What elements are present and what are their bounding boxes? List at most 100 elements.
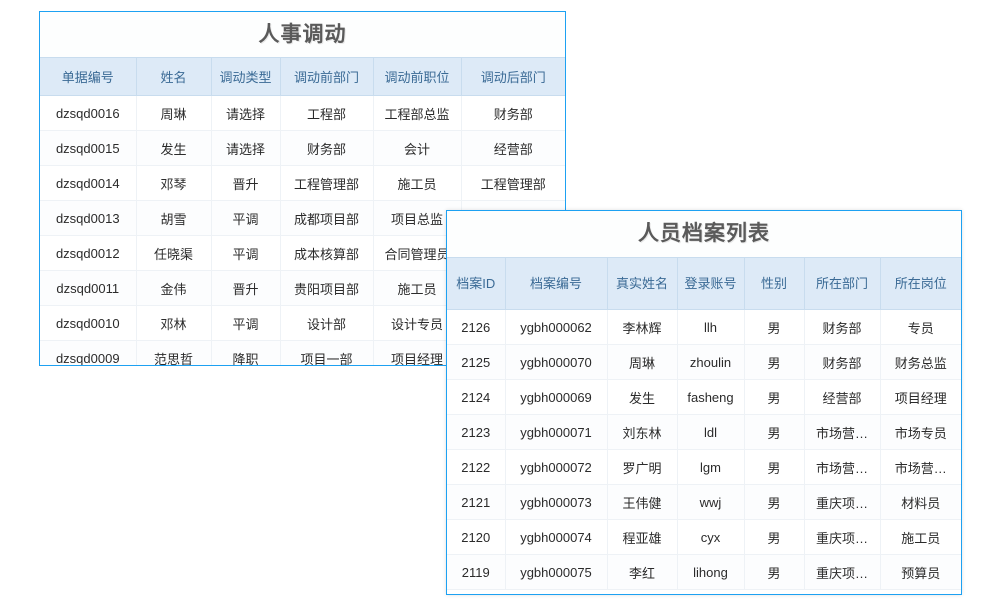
column-header-archive-no[interactable]: 档案编号 [505,257,608,310]
cell-doc-no[interactable]: dzsqd0012 [40,235,137,271]
cell-login-account: cyx [677,519,745,555]
column-header-real-name[interactable]: 真实姓名 [607,257,678,310]
cell-position: 施工员 [880,519,961,555]
table-row[interactable]: 2119 ygbh000075 李红 lihong 男 重庆项… 预算员 [447,554,961,590]
cell-name[interactable]: 任晓渠 [136,235,212,271]
cell-name[interactable]: 邓琴 [136,165,212,201]
cell-archive-id: 2123 [447,414,506,450]
cell-gender: 男 [744,344,805,380]
cell-gender: 男 [744,379,805,415]
cell-post-before: 工程部总监 [373,95,462,131]
cell-name[interactable]: 发生 [136,130,212,166]
table-header-row: 档案ID 档案编号 真实姓名 登录账号 性别 所在部门 所在岗位 [447,257,961,310]
cell-type: 请选择 [211,130,281,166]
table-row[interactable]: dzsqd0016 周琳 请选择 工程部 工程部总监 财务部 [40,95,565,131]
cell-type: 平调 [211,305,281,341]
cell-archive-no: ygbh000072 [505,449,608,485]
cell-doc-no[interactable]: dzsqd0011 [40,270,137,306]
cell-post-before: 会计 [373,130,462,166]
table-row[interactable]: 2120 ygbh000074 程亚雄 cyx 男 重庆项… 施工员 [447,519,961,555]
cell-archive-id: 2119 [447,554,506,590]
table-row[interactable]: dzsqd0014 邓琴 晋升 工程管理部 施工员 工程管理部 [40,165,565,201]
cell-department: 重庆项… [804,554,881,590]
cell-archive-id: 2125 [447,344,506,380]
table-row[interactable]: 2126 ygbh000062 李林辉 llh 男 财务部 专员 [447,309,961,345]
cell-doc-no[interactable]: dzsqd0016 [40,95,137,131]
cell-archive-id: 2120 [447,519,506,555]
cell-login-account: wwj [677,484,745,520]
cell-real-name[interactable]: 李红 [607,554,678,590]
table-row[interactable]: 2123 ygbh000071 刘东林 ldl 男 市场营… 市场专员 [447,414,961,450]
column-header-login-account[interactable]: 登录账号 [677,257,745,310]
cell-type: 平调 [211,235,281,271]
column-header-name[interactable]: 姓名 [136,57,212,96]
cell-archive-id: 2126 [447,309,506,345]
cell-real-name[interactable]: 程亚雄 [607,519,678,555]
column-header-department[interactable]: 所在部门 [804,257,881,310]
table-row[interactable]: 2122 ygbh000072 罗广明 lgm 男 市场营… 市场营… [447,449,961,485]
cell-dept-before: 成本核算部 [280,235,374,271]
cell-type: 晋升 [211,165,281,201]
cell-position: 财务总监 [880,344,961,380]
column-header-doc-no[interactable]: 单据编号 [40,57,137,96]
table-row[interactable]: dzsqd0015 发生 请选择 财务部 会计 经营部 [40,130,565,166]
table-row[interactable]: 2121 ygbh000073 王伟健 wwj 男 重庆项… 材料员 [447,484,961,520]
cell-doc-no[interactable]: dzsqd0009 [40,340,137,365]
cell-position: 专员 [880,309,961,345]
cell-doc-no[interactable]: dzsqd0014 [40,165,137,201]
cell-name[interactable]: 周琳 [136,95,212,131]
cell-department: 经营部 [804,379,881,415]
window-title-personnel-archive-list: 人员档案列表 [447,211,961,257]
cell-archive-no: ygbh000062 [505,309,608,345]
cell-position: 材料员 [880,484,961,520]
cell-gender: 男 [744,484,805,520]
table-row[interactable]: dzsqd0010 邓林 平调 设计部 设计专员 设计部 [40,305,565,341]
cell-real-name[interactable]: 发生 [607,379,678,415]
cell-doc-no[interactable]: dzsqd0010 [40,305,137,341]
cell-post-before: 施工员 [373,165,462,201]
cell-dept-before: 工程部 [280,95,374,131]
column-header-type[interactable]: 调动类型 [211,57,281,96]
cell-real-name[interactable]: 周琳 [607,344,678,380]
cell-doc-no[interactable]: dzsqd0013 [40,200,137,236]
cell-login-account: ldl [677,414,745,450]
column-header-archive-id[interactable]: 档案ID [447,257,506,310]
cell-department: 市场营… [804,414,881,450]
column-header-dept-before[interactable]: 调动前部门 [280,57,374,96]
cell-type: 降职 [211,340,281,365]
column-header-post-before[interactable]: 调动前职位 [373,57,462,96]
cell-department: 重庆项… [804,519,881,555]
cell-archive-no: ygbh000074 [505,519,608,555]
cell-gender: 男 [744,554,805,590]
column-header-dept-after[interactable]: 调动后部门 [461,57,565,96]
cell-gender: 男 [744,519,805,555]
cell-doc-no[interactable]: dzsqd0015 [40,130,137,166]
cell-dept-before: 工程管理部 [280,165,374,201]
cell-name[interactable]: 胡雪 [136,200,212,236]
table-row[interactable]: 2124 ygbh000069 发生 fasheng 男 经营部 项目经理 [447,379,961,415]
cell-real-name[interactable]: 李林辉 [607,309,678,345]
cell-dept-before: 贵阳项目部 [280,270,374,306]
cell-name[interactable]: 范思哲 [136,340,212,365]
cell-name[interactable]: 金伟 [136,270,212,306]
cell-dept-before: 财务部 [280,130,374,166]
cell-position: 预算员 [880,554,961,590]
cell-login-account: lihong [677,554,745,590]
cell-archive-no: ygbh000073 [505,484,608,520]
cell-dept-before: 设计部 [280,305,374,341]
cell-real-name[interactable]: 刘东林 [607,414,678,450]
cell-real-name[interactable]: 王伟健 [607,484,678,520]
cell-login-account: lgm [677,449,745,485]
cell-department: 财务部 [804,309,881,345]
column-header-gender[interactable]: 性别 [744,257,805,310]
cell-login-account: llh [677,309,745,345]
cell-name[interactable]: 邓林 [136,305,212,341]
cell-type: 平调 [211,200,281,236]
table-row[interactable]: 2125 ygbh000070 周琳 zhoulin 男 财务部 财务总监 [447,344,961,380]
cell-real-name[interactable]: 罗广明 [607,449,678,485]
cell-department: 重庆项… [804,484,881,520]
cell-login-account: fasheng [677,379,745,415]
window-personnel-archive-list[interactable]: 人员档案列表 档案ID 档案编号 真实姓名 登录账号 性别 所在部门 所在岗位 … [446,210,962,595]
cell-type: 请选择 [211,95,281,131]
column-header-position[interactable]: 所在岗位 [880,257,961,310]
